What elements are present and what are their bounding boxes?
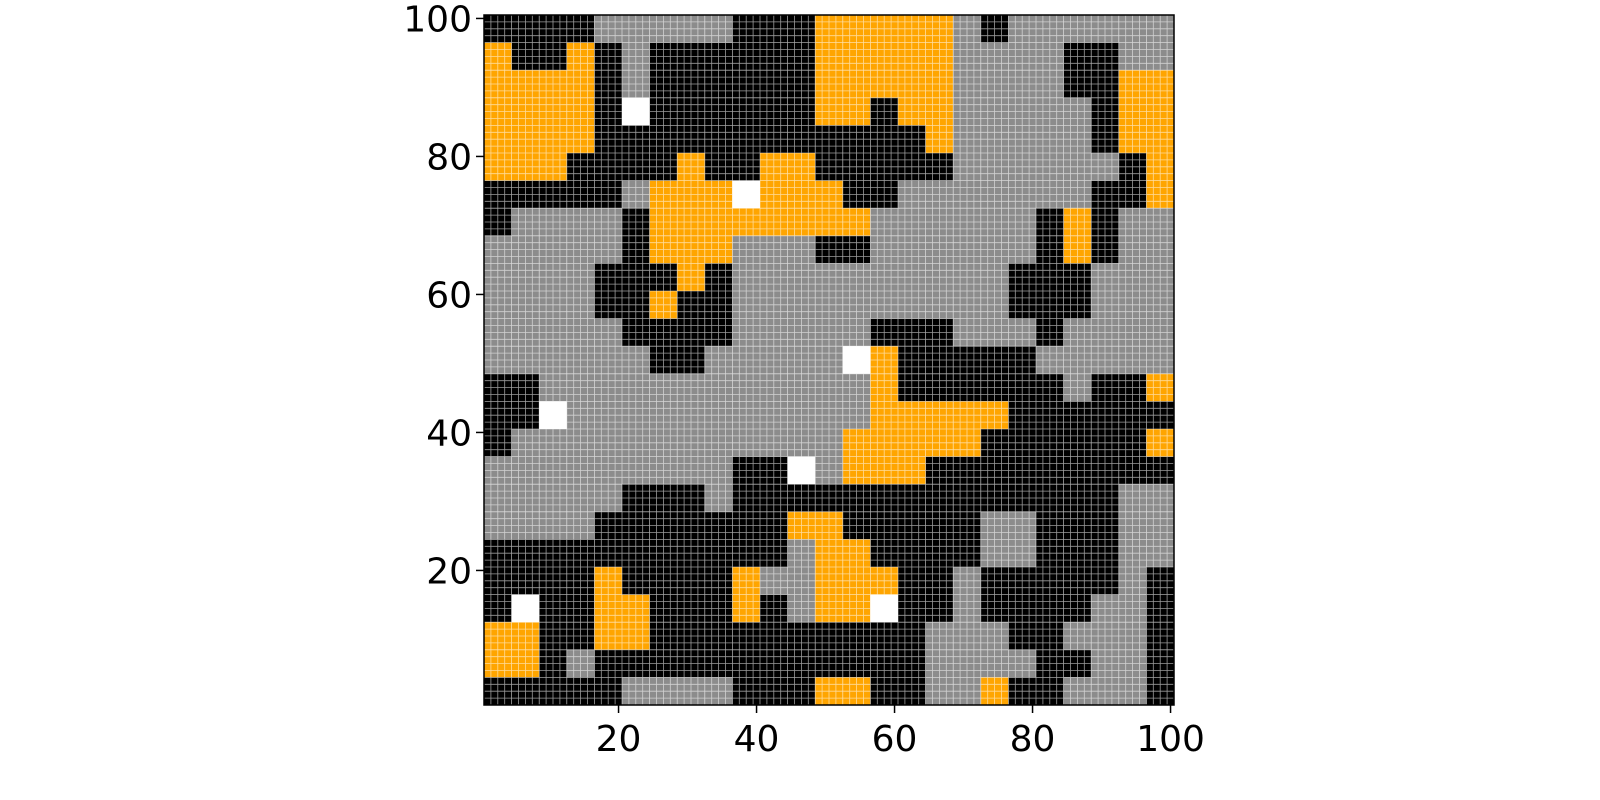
x-tick-label: 80 [1010, 719, 1056, 760]
cell-grid [484, 15, 1174, 705]
x-tick-label: 40 [734, 719, 780, 760]
y-tick-label: 40 [426, 413, 472, 454]
x-tick-label: 100 [1136, 719, 1205, 760]
plot-frame [483, 14, 1175, 706]
y-tick-label: 60 [426, 275, 472, 316]
y-tick-label: 20 [426, 551, 472, 592]
y-tick-label: 100 [403, 0, 472, 40]
x-tick-label: 60 [872, 719, 918, 760]
y-tick-label: 80 [426, 137, 472, 178]
x-tick-label: 20 [596, 719, 642, 760]
